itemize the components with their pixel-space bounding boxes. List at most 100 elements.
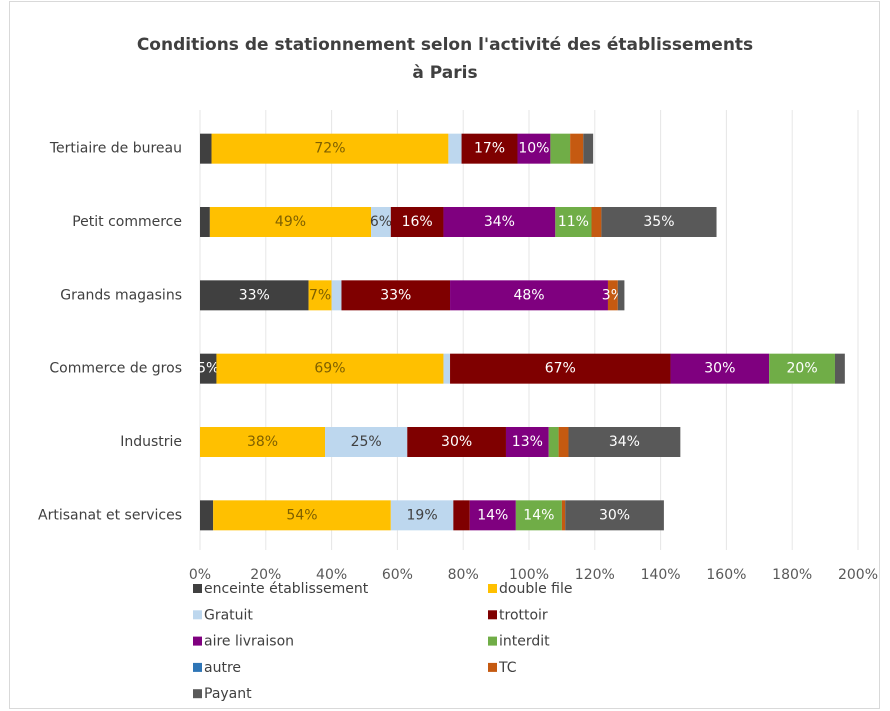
bar-segment [216, 353, 444, 384]
x-tick-label: 20% [250, 567, 281, 583]
bar-segment [341, 280, 451, 311]
data-label: 6% [370, 214, 392, 230]
bar-segment [558, 427, 569, 457]
bar-segment [209, 207, 372, 237]
data-label: 35% [643, 214, 674, 230]
data-label: 14% [477, 507, 508, 523]
bar-segment [200, 353, 217, 384]
bar-segment [515, 500, 562, 531]
bar-segment [390, 207, 444, 237]
bar-segment [443, 353, 451, 384]
bar-segment [505, 427, 549, 457]
bar-segment [570, 133, 584, 164]
legend-swatch [488, 584, 497, 593]
data-label: 38% [247, 434, 278, 450]
data-label: 67% [545, 361, 576, 377]
bar-segment [371, 207, 391, 237]
x-tick-label: 200% [838, 567, 878, 583]
legend-swatch [193, 584, 202, 593]
data-label: 30% [441, 434, 472, 450]
bar-segment [568, 427, 681, 457]
bar-segment [200, 133, 212, 164]
chart-title: à Paris [412, 63, 477, 83]
category-label: Petit commerce [72, 214, 182, 230]
legend-swatch [488, 636, 497, 646]
x-tick-label: 100% [509, 567, 549, 583]
data-label: 48% [513, 287, 544, 303]
data-label: 33% [380, 287, 411, 303]
legend-label: trottoir [499, 607, 548, 623]
bar-segment [555, 207, 592, 237]
data-label: 5% [197, 361, 219, 377]
bar-segment [450, 353, 671, 384]
data-label: 30% [599, 507, 630, 523]
bar-segment [200, 207, 210, 237]
bar-segment [565, 500, 664, 531]
bar-segment [200, 280, 309, 311]
bar-segment [461, 133, 518, 164]
chart-title: Conditions de stationnement selon l'acti… [137, 35, 753, 55]
data-label: 16% [402, 214, 433, 230]
bar-segment [308, 280, 332, 311]
bar-segment [583, 133, 594, 164]
bar-segment [211, 133, 449, 164]
legend-label: aire livraison [204, 634, 294, 650]
legend-swatch [488, 610, 497, 620]
x-tick-label: 80% [448, 567, 479, 583]
category-label: Tertiaire de bureau [49, 141, 182, 157]
bar-segment [834, 353, 845, 384]
x-tick-label: 0% [189, 567, 211, 583]
x-tick-label: 60% [382, 567, 413, 583]
bar-segment [390, 500, 454, 531]
bar-segment [561, 500, 566, 531]
bar-segment [517, 133, 551, 164]
legend-swatch [193, 636, 202, 646]
data-label: 49% [275, 214, 306, 230]
bar-segment [443, 207, 556, 237]
legend-label: TC [498, 660, 517, 676]
bar-segment [331, 280, 342, 311]
data-label: 54% [286, 507, 317, 523]
data-label: 30% [704, 361, 735, 377]
legend-label: autre [204, 660, 241, 676]
legend-label: interdit [499, 634, 550, 650]
x-tick-label: 180% [772, 567, 812, 583]
legend-swatch [193, 662, 202, 672]
data-label: 69% [314, 361, 345, 377]
bar-segment [450, 280, 608, 311]
bar-segment [200, 500, 214, 531]
data-label: 13% [512, 434, 543, 450]
legend-label: Payant [204, 686, 252, 702]
bar-segment [407, 427, 506, 457]
legend-label: double file [499, 581, 573, 597]
category-label: Commerce de gros [49, 361, 182, 377]
data-label: 72% [314, 141, 345, 157]
bar-segment [548, 427, 559, 457]
data-label: 11% [558, 214, 589, 230]
bar-segment [325, 427, 408, 457]
bar-segment [591, 207, 602, 237]
bar-segment [601, 207, 717, 237]
x-tick-label: 40% [316, 567, 347, 583]
bar-segment [607, 280, 618, 311]
data-label: 17% [474, 141, 505, 157]
legend-swatch [193, 689, 202, 699]
data-label: 10% [518, 141, 549, 157]
bar-segment [448, 133, 462, 164]
bar-segment [469, 500, 516, 531]
data-label: 34% [609, 434, 640, 450]
bar-segment [200, 427, 326, 457]
legend-label: Gratuit [204, 607, 253, 623]
data-label: 20% [787, 361, 818, 377]
x-tick-label: 140% [641, 567, 681, 583]
legend-label: enceinte établissement [204, 581, 369, 597]
data-label: 14% [523, 507, 554, 523]
legend-swatch [193, 610, 202, 620]
data-label: 34% [484, 214, 515, 230]
category-label: Artisanat et services [38, 507, 182, 523]
data-label: 7% [309, 287, 331, 303]
category-label: Industrie [120, 434, 182, 450]
bar-segment [769, 353, 835, 384]
bar-segment [453, 500, 470, 531]
